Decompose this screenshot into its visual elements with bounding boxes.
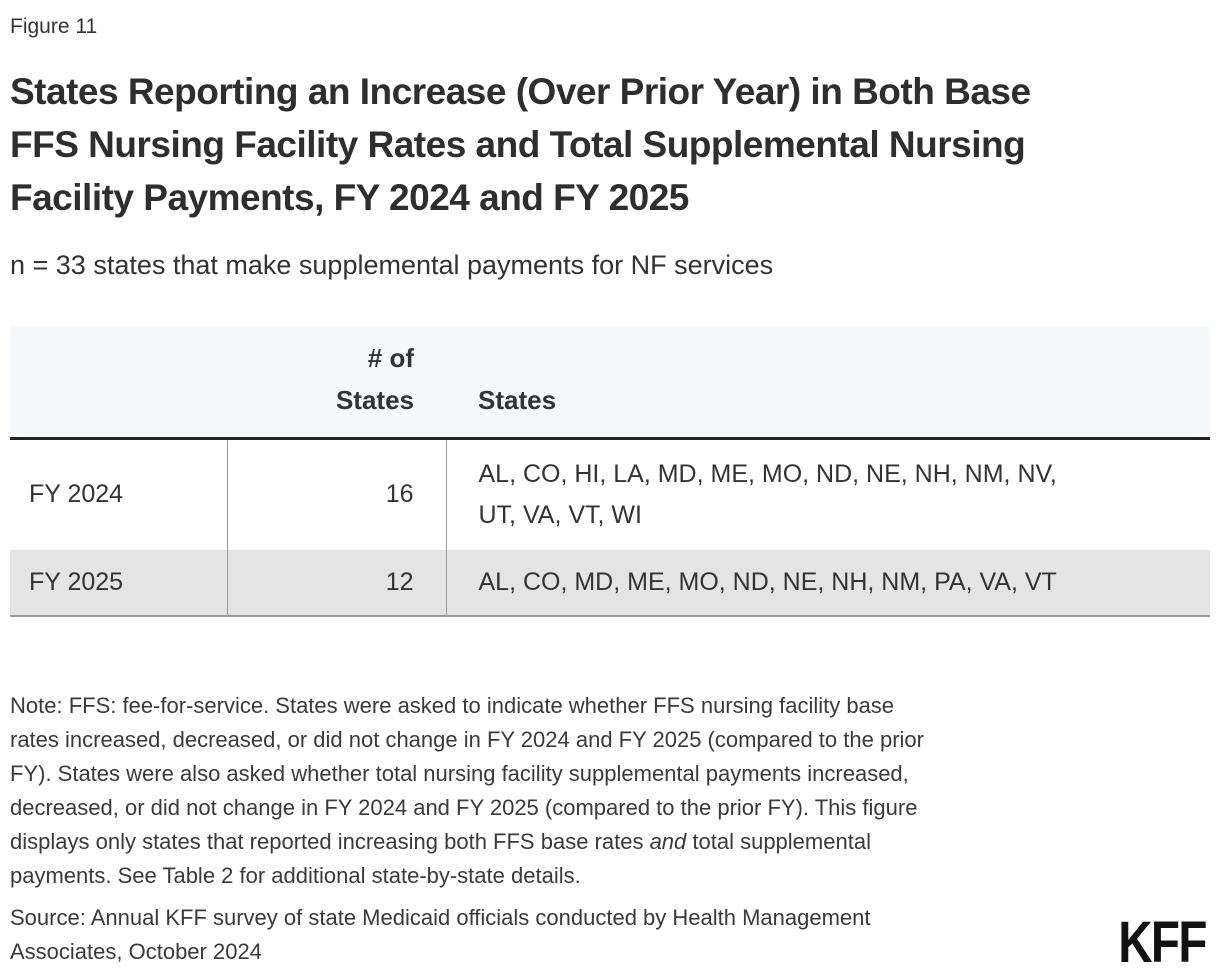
figure-subtitle: n = 33 states that make supplemental pay…: [10, 250, 774, 280]
figure-label: Figure 11: [10, 15, 98, 38]
row-label-fy2025: FY 2025: [10, 550, 227, 617]
row-label-fy2024: FY 2024: [10, 438, 227, 550]
note-text: Note: FFS: fee-for-service. States were …: [10, 689, 1210, 893]
note-text-before: Note: FFS: fee-for-service. States were …: [10, 693, 924, 854]
column-header-states: States: [446, 326, 1210, 440]
table-row-fy2025: FY 2025 12 AL, CO, MD, ME, MO, ND, NE, N…: [10, 550, 1210, 617]
table-header-row: # of States States: [10, 326, 1210, 440]
column-header-num-states: # of States: [227, 326, 446, 440]
column-header-empty: [10, 326, 227, 440]
source-text: Source: Annual KFF survey of state Medic…: [10, 905, 871, 964]
note-text-italic: and: [649, 829, 687, 854]
table-row-fy2024: FY 2024 16 AL, CO, HI, LA, MD, ME, MO, N…: [10, 438, 1210, 550]
row-count-fy2024: 16: [226, 438, 446, 550]
row-states-fy2025: AL, CO, MD, ME, MO, ND, NE, NH, NM, PA, …: [445, 550, 1210, 617]
row-count-fy2025: 12: [226, 550, 446, 617]
figure-title: States Reporting an Increase (Over Prior…: [10, 71, 1031, 218]
summary-table: # of States States FY 2024 16 AL, CO, HI…: [10, 326, 1210, 617]
row-states-fy2024: AL, CO, HI, LA, MD, ME, MO, ND, NE, NH, …: [445, 438, 1210, 550]
kff-logo: KFF: [1118, 910, 1207, 975]
note-text-after: total supplemental payments. See Table 2…: [10, 829, 871, 888]
